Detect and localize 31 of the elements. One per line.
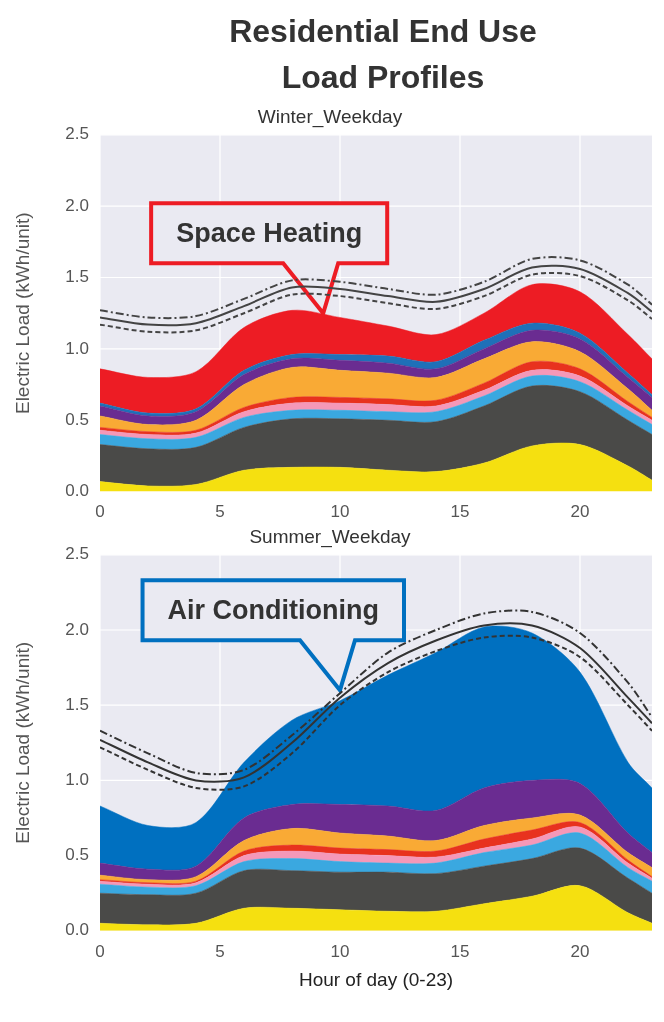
x-tick-label: 0 (95, 941, 105, 961)
y-tick-label: 2.5 (65, 544, 89, 564)
y-tick-label: 1.0 (65, 770, 89, 790)
y-tick-label: 0.5 (65, 845, 89, 865)
chart-subtitle: Summer_Weekday (249, 525, 412, 548)
annotation: Air Conditioning (167, 594, 379, 625)
y-axis-title: Electric Load (kWh/unit) (11, 641, 33, 844)
y-tick-label: 1.0 (65, 338, 89, 358)
x-tick-label: 15 (450, 502, 470, 522)
y-tick-label: 2.0 (65, 619, 89, 639)
x-tick-label: 0 (95, 502, 105, 522)
x-tick-label: 10 (330, 502, 350, 522)
chart-title: Residential End Use Load Profiles (228, 12, 538, 97)
chart-subtitle: Winter_Weekday (257, 105, 403, 128)
line-series (100, 256, 652, 320)
y-tick-label: 0.5 (65, 409, 89, 429)
y-tick-label: 1.5 (65, 267, 89, 287)
x-tick-label: 10 (330, 941, 350, 961)
y-tick-label: 1.5 (65, 694, 89, 714)
y-axis-title: Electric Load (kWh/unit) (11, 212, 33, 415)
x-tick-label: 15 (450, 941, 470, 961)
annotation: Space Heating (176, 217, 363, 248)
x-tick-label: 20 (570, 941, 590, 961)
y-tick-label: 0.0 (65, 481, 89, 501)
x-axis-title: Hour of day (0-23) (298, 968, 454, 990)
x-tick-label: 20 (570, 502, 590, 522)
y-tick-label: 2.0 (65, 195, 89, 215)
x-tick-label: 5 (215, 941, 225, 961)
y-tick-label: 0.0 (65, 920, 89, 940)
y-tick-label: 2.5 (65, 124, 89, 144)
x-tick-label: 5 (215, 502, 225, 522)
